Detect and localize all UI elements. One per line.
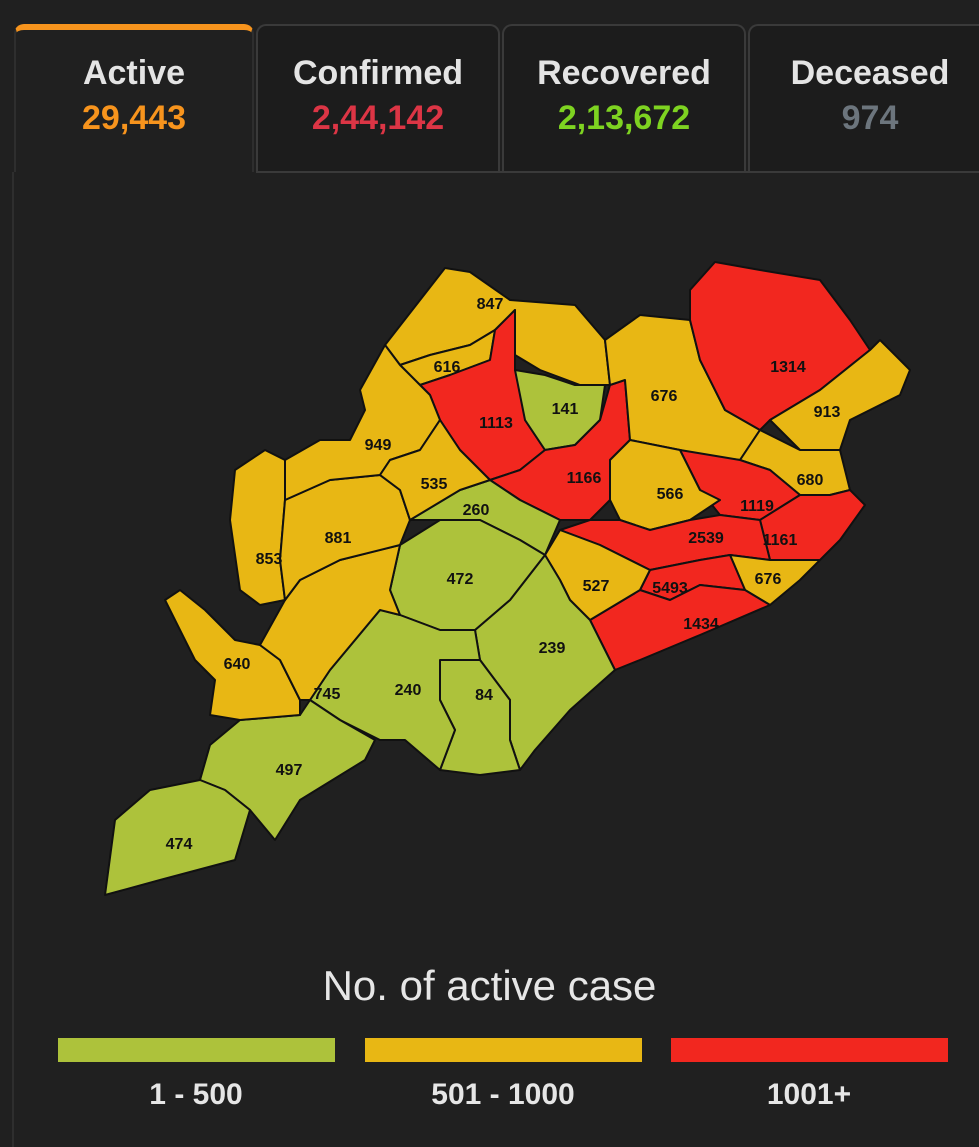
- district-map: 847 616 1113 141 1166 676 1314 913 680 1119 566 116…: [104, 261, 911, 896]
- legend-title: No. of active case: [322, 962, 657, 1009]
- legend-label-low: 1 - 500: [149, 1078, 243, 1111]
- district-value-label: 1314: [770, 359, 806, 376]
- legend-label-mid: 501 - 1000: [431, 1078, 575, 1111]
- tab-value: 974: [841, 99, 899, 137]
- tab-value: 2,44,142: [311, 99, 445, 137]
- district-value-label: 1434: [683, 616, 719, 633]
- tab-active[interactable]: Active 29,443: [14, 24, 254, 172]
- district-region[interactable]: [769, 339, 911, 451]
- district-value-label: 949: [365, 437, 392, 454]
- tab-label: Active: [82, 54, 186, 92]
- district-value-label: 474: [166, 836, 193, 853]
- district-value-label: 913: [814, 404, 841, 421]
- district-value-label: 497: [276, 762, 303, 779]
- district-value-label: 566: [657, 486, 684, 503]
- district-value-label: 676: [651, 388, 678, 405]
- tab-confirmed[interactable]: Confirmed 2,44,142: [256, 24, 500, 172]
- district-value-label: 847: [477, 296, 504, 313]
- district-value-label: 84: [475, 687, 493, 704]
- district-value-label: 1113: [479, 415, 513, 432]
- district-value-label: 260: [463, 502, 490, 519]
- district-region[interactable]: [229, 449, 286, 606]
- district-value-label: 2539: [688, 530, 724, 547]
- tab-divider: [256, 171, 979, 173]
- tab-recovered[interactable]: Recovered 2,13,672: [502, 24, 746, 172]
- tab-label: Confirmed: [293, 54, 463, 92]
- tab-label: Recovered: [537, 54, 711, 92]
- legend-swatch-high: [671, 1038, 948, 1062]
- district-value-label: 239: [539, 640, 566, 657]
- district-value-label: 1166: [567, 470, 602, 487]
- district-region[interactable]: [284, 344, 441, 501]
- tab-label: Deceased: [790, 54, 950, 92]
- district-region[interactable]: [609, 439, 721, 531]
- district-value-label: 240: [395, 682, 422, 699]
- district-value-label: 881: [325, 530, 352, 547]
- tab-value: 2,13,672: [557, 99, 691, 137]
- tab-value: 29,443: [82, 99, 186, 137]
- district-value-label: 616: [434, 359, 461, 376]
- tab-deceased[interactable]: Deceased 974: [748, 24, 979, 172]
- district-value-label: 745: [314, 686, 341, 703]
- panel-border: [12, 172, 14, 1147]
- district-value-label: 853: [256, 551, 283, 568]
- district-value-label: 1119: [740, 498, 774, 515]
- legend-swatch-mid: [365, 1038, 642, 1062]
- district-value-label: 640: [224, 656, 251, 673]
- district-region[interactable]: [379, 419, 491, 521]
- district-region[interactable]: [104, 779, 251, 896]
- district-value-label: 5493: [652, 580, 688, 597]
- district-value-label: 527: [583, 578, 610, 595]
- district-value-label: 472: [447, 571, 474, 588]
- district-value-label: 676: [755, 571, 782, 588]
- district-value-label: 141: [552, 401, 579, 418]
- district-value-label: 680: [797, 472, 824, 489]
- district-value-label: 535: [421, 476, 448, 493]
- district-value-label: 1161: [763, 532, 798, 549]
- legend-label-high: 1001+: [766, 1078, 852, 1111]
- legend-swatch-low: [58, 1038, 335, 1062]
